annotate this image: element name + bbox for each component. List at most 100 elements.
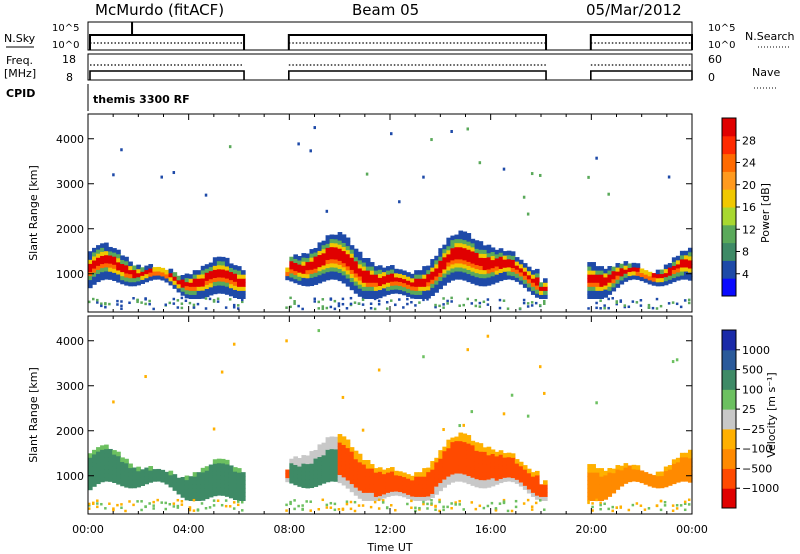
heat-cell: [667, 271, 673, 276]
heat-cell: [474, 450, 480, 455]
heat-cell: [172, 276, 178, 281]
heat-cell: [595, 270, 600, 275]
heat-cell: [426, 487, 431, 493]
colorbar-tick-label: 20: [742, 179, 756, 192]
heat-cell: [373, 274, 379, 279]
heat-cell: [414, 476, 419, 481]
heat-cell: [313, 126, 316, 130]
heat-cell: [301, 257, 307, 262]
heat-cell: [357, 263, 363, 269]
heat-cell: [377, 302, 381, 306]
heat-cell: [526, 480, 532, 486]
heat-cell: [390, 471, 395, 476]
heat-cell: [204, 307, 208, 310]
heat-cell: [357, 272, 363, 277]
heat-cell: [438, 509, 441, 513]
heat-cell: [510, 259, 516, 264]
y-tick-label: 2000: [56, 223, 84, 236]
heat-cell: [474, 507, 478, 511]
heat-cell: [369, 472, 375, 477]
heat-cell: [208, 464, 214, 470]
heat-cell: [458, 436, 464, 442]
heat-cell: [208, 278, 214, 284]
heat-cell: [587, 501, 590, 505]
heat-cell: [462, 461, 468, 467]
heat-cell: [534, 487, 540, 492]
heat-cell: [305, 261, 311, 267]
heat-cell: [337, 276, 343, 282]
heat-cell: [474, 256, 480, 262]
heat-cell: [301, 281, 307, 286]
heat-cell: [329, 472, 335, 478]
heat-cell: [385, 480, 391, 485]
heat-cell: [458, 267, 464, 272]
heat-cell: [402, 270, 407, 276]
heat-cell: [478, 479, 484, 485]
heat-cell: [530, 484, 536, 489]
heat-cell: [438, 264, 443, 269]
heat-cell: [353, 289, 359, 294]
heat-cell: [450, 445, 456, 451]
heat-cell: [144, 375, 147, 379]
heat-cell: [168, 470, 174, 476]
heat-cell: [180, 296, 184, 300]
heat-cell: [434, 303, 437, 307]
heat-cell: [518, 477, 524, 483]
heat-cell: [337, 244, 343, 249]
heat-cell: [365, 476, 371, 481]
heat-cell: [92, 280, 97, 285]
heat-cell: [184, 289, 190, 295]
heat-cell: [108, 469, 113, 474]
heat-cell: [361, 278, 367, 283]
heat-cell: [486, 273, 492, 278]
heat-cell: [450, 239, 456, 245]
heat-cell: [462, 433, 468, 439]
heat-cell: [96, 451, 101, 456]
heat-cell: [188, 492, 194, 497]
heat-cell: [398, 200, 401, 204]
heat-cell: [132, 467, 137, 473]
heat-cell: [373, 484, 379, 489]
heat-cell: [607, 480, 613, 485]
heat-cell: [313, 256, 319, 261]
heat-cell: [180, 481, 186, 486]
heat-cell: [297, 268, 303, 273]
heat-cell: [466, 471, 472, 477]
heat-cell: [655, 483, 661, 489]
heat-cell: [236, 476, 242, 481]
heat-cell: [152, 507, 155, 510]
heat-cell: [156, 275, 162, 280]
heat-cell: [659, 475, 665, 481]
heat-cell: [289, 260, 294, 266]
heat-cell: [478, 504, 482, 508]
heat-cell: [490, 279, 496, 285]
heat-cell: [390, 479, 395, 484]
heat-cell: [422, 468, 427, 473]
heat-cell: [100, 251, 105, 256]
heat-cell: [667, 267, 673, 272]
heat-cell: [454, 250, 460, 256]
heat-cell: [522, 195, 526, 199]
heat-cell: [377, 467, 383, 472]
x-tick-label: 00:00: [676, 523, 708, 536]
heat-cell: [462, 437, 468, 443]
heat-cell: [132, 269, 137, 275]
heat-cell: [510, 461, 516, 466]
heat-cell: [345, 237, 351, 243]
heat-cell: [458, 444, 464, 450]
heat-cell: [385, 488, 391, 493]
colorbar-segment: [722, 207, 736, 226]
heat-cell: [599, 299, 602, 302]
heat-cell: [377, 285, 383, 291]
heat-cell: [603, 478, 609, 484]
heat-cell: [639, 299, 643, 302]
heat-cell: [224, 286, 230, 291]
heat-cell: [442, 470, 447, 476]
heat-cell: [301, 475, 307, 480]
heat-cell: [422, 270, 427, 275]
heat-cell: [285, 477, 290, 483]
heat-cell: [164, 507, 168, 511]
heat-cell: [317, 329, 321, 333]
heat-cell: [96, 273, 101, 279]
heat-cell: [510, 251, 516, 256]
